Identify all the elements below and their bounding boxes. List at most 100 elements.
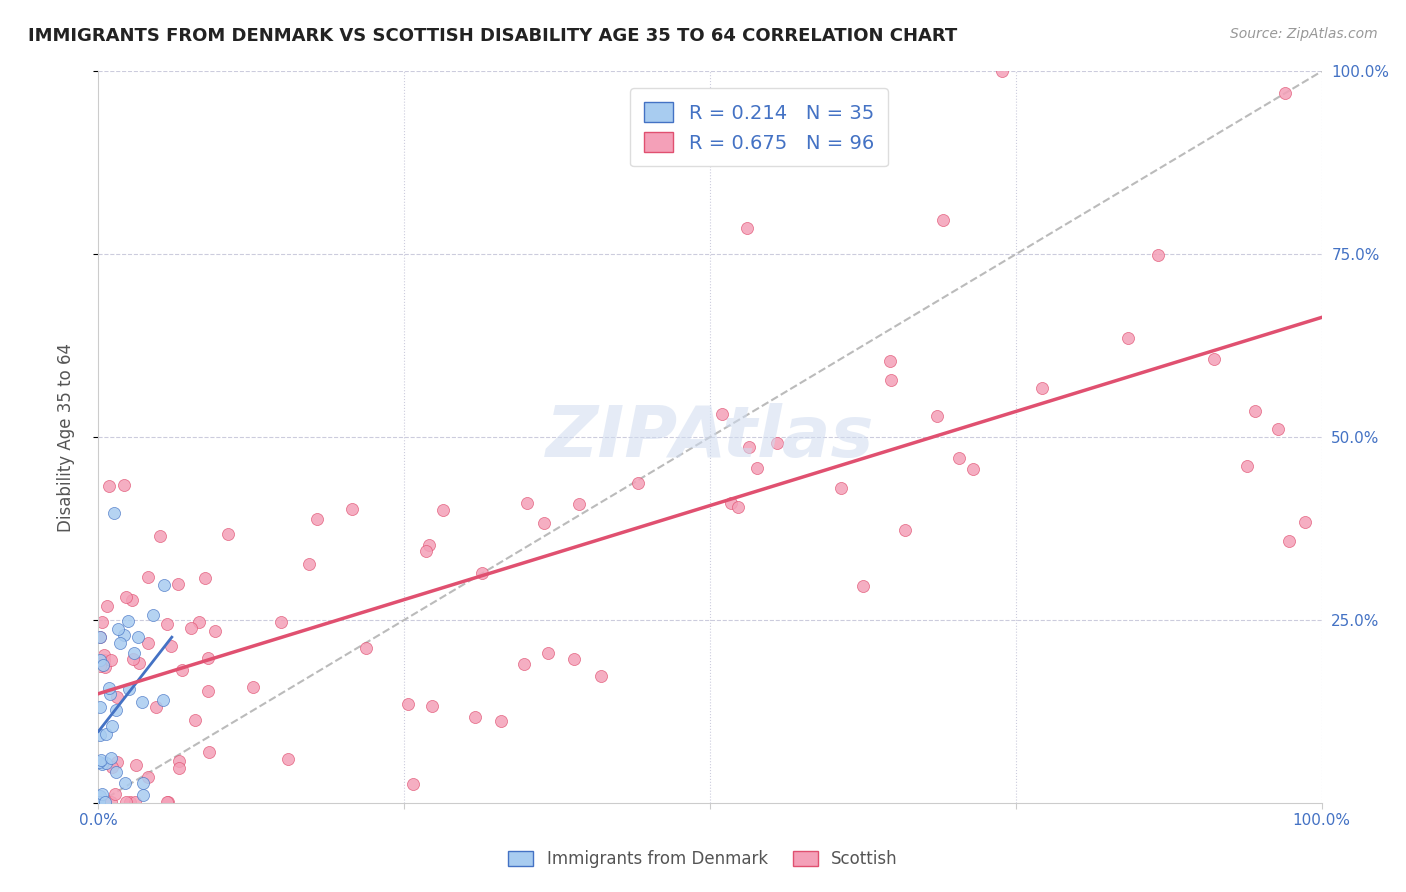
Point xyxy=(879,354,901,368)
Point xyxy=(96,599,118,614)
Legend: Immigrants from Denmark, Scottish: Immigrants from Denmark, Scottish xyxy=(502,844,904,875)
Point xyxy=(727,500,749,515)
Point xyxy=(167,577,190,591)
Text: Source: ZipAtlas.com: Source: ZipAtlas.com xyxy=(1230,27,1378,41)
Point xyxy=(124,795,146,809)
Point xyxy=(145,700,167,714)
Point xyxy=(396,697,419,711)
Point xyxy=(124,646,146,660)
Point xyxy=(1243,404,1265,418)
Point xyxy=(132,776,155,790)
Point xyxy=(1274,87,1296,101)
Point xyxy=(136,636,159,650)
Point xyxy=(131,695,153,709)
Point xyxy=(118,795,141,809)
Point xyxy=(101,719,124,733)
Point xyxy=(307,511,329,525)
Point xyxy=(420,699,443,714)
Point xyxy=(745,461,768,475)
Point xyxy=(89,630,111,644)
Point xyxy=(87,795,110,809)
Point xyxy=(89,700,111,714)
Legend: R = 0.214   N = 35, R = 0.675   N = 96: R = 0.214 N = 35, R = 0.675 N = 96 xyxy=(630,88,887,167)
Point xyxy=(105,765,128,780)
Point xyxy=(402,777,425,791)
Point xyxy=(97,681,120,695)
Point xyxy=(340,501,363,516)
Point xyxy=(1236,458,1258,473)
Point xyxy=(93,653,115,667)
Point xyxy=(204,624,226,639)
Point xyxy=(104,788,127,802)
Point xyxy=(1116,331,1139,345)
Point xyxy=(270,615,292,629)
Point xyxy=(136,771,159,785)
Point xyxy=(114,590,136,604)
Y-axis label: Disability Age 35 to 64: Disability Age 35 to 64 xyxy=(56,343,75,532)
Point xyxy=(418,539,440,553)
Text: ZIPAtlas: ZIPAtlas xyxy=(546,402,875,472)
Point xyxy=(184,714,207,728)
Point xyxy=(114,776,136,790)
Point xyxy=(89,728,111,742)
Point xyxy=(104,703,127,717)
Point xyxy=(356,641,378,656)
Point xyxy=(564,651,586,665)
Point xyxy=(118,681,141,696)
Point xyxy=(1277,534,1299,549)
Point xyxy=(100,653,122,667)
Point xyxy=(89,659,111,673)
Point xyxy=(93,648,115,663)
Point xyxy=(1031,381,1053,395)
Point xyxy=(197,684,219,698)
Point xyxy=(101,760,124,774)
Text: IMMIGRANTS FROM DENMARK VS SCOTTISH DISABILITY AGE 35 TO 64 CORRELATION CHART: IMMIGRANTS FROM DENMARK VS SCOTTISH DISA… xyxy=(28,27,957,45)
Point xyxy=(156,617,179,632)
Point xyxy=(735,220,758,235)
Point xyxy=(103,506,125,520)
Point xyxy=(537,646,560,660)
Point xyxy=(96,727,118,741)
Point xyxy=(298,558,321,572)
Point xyxy=(242,680,264,694)
Point xyxy=(170,663,193,677)
Point xyxy=(932,212,955,227)
Point xyxy=(167,754,190,768)
Point xyxy=(105,755,128,769)
Point xyxy=(1294,515,1316,529)
Point xyxy=(962,462,984,476)
Point xyxy=(87,755,110,769)
Point xyxy=(132,788,155,802)
Point xyxy=(991,64,1014,78)
Point xyxy=(432,502,454,516)
Point xyxy=(127,631,149,645)
Point xyxy=(142,607,165,622)
Point xyxy=(98,687,121,701)
Point xyxy=(89,630,111,644)
Point xyxy=(152,578,174,592)
Point xyxy=(136,570,159,584)
Point xyxy=(626,476,648,491)
Point xyxy=(516,496,538,510)
Point xyxy=(925,409,948,423)
Point xyxy=(948,451,970,466)
Point xyxy=(738,440,761,454)
Point xyxy=(489,714,512,729)
Point xyxy=(765,436,787,450)
Point xyxy=(94,795,117,809)
Point xyxy=(217,527,239,541)
Point xyxy=(108,635,131,649)
Point xyxy=(91,615,114,629)
Point xyxy=(90,787,112,801)
Point xyxy=(1267,422,1289,436)
Point xyxy=(277,752,299,766)
Point xyxy=(121,593,143,607)
Point xyxy=(112,478,135,492)
Point xyxy=(513,657,536,672)
Point xyxy=(107,622,129,636)
Point xyxy=(830,481,852,495)
Point xyxy=(471,566,494,581)
Point xyxy=(568,497,591,511)
Point xyxy=(1147,248,1170,262)
Point xyxy=(90,753,112,767)
